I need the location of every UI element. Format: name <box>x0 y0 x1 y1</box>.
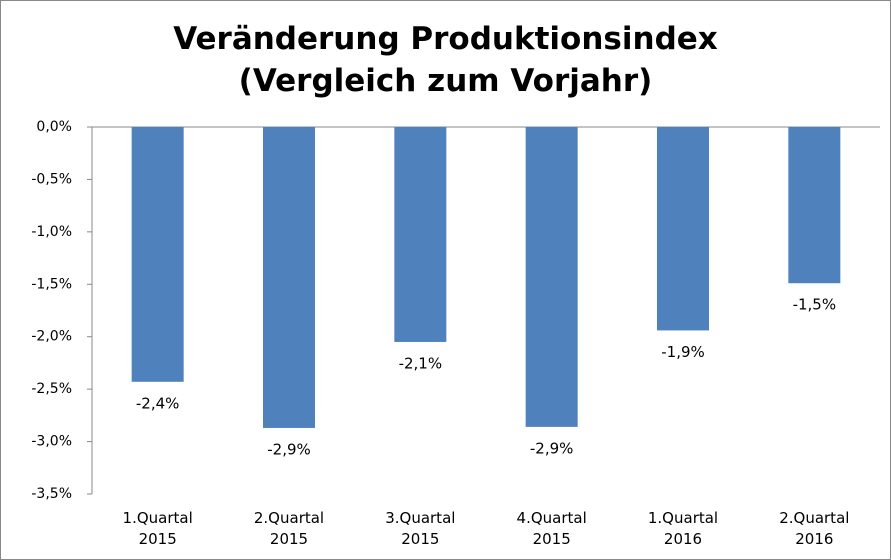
data-label: -2,9% <box>530 439 574 457</box>
x-tick-label: 3.Quartal 2015 <box>385 509 456 548</box>
data-label: -1,5% <box>793 296 837 314</box>
bar <box>657 127 709 331</box>
y-tick-label: -1,5% <box>31 276 72 292</box>
chart-title: Veränderung Produktionsindex (Vergleich … <box>173 21 718 99</box>
data-label: -2,9% <box>267 440 311 458</box>
data-label: -2,1% <box>399 354 443 372</box>
y-tick-label: 0,0% <box>36 119 72 135</box>
y-tick-label: -3,5% <box>31 486 72 502</box>
y-tick-label: -3,0% <box>31 434 72 450</box>
data-label: -2,4% <box>136 394 180 412</box>
x-tick-label: 1.Quartal 2015 <box>122 509 193 548</box>
y-tick-label: -2,5% <box>31 381 72 397</box>
bar <box>131 127 184 382</box>
bar <box>788 127 841 284</box>
y-tick-label: -0,5% <box>31 171 72 187</box>
bar <box>394 127 447 342</box>
y-tick-label: -2,0% <box>31 329 72 345</box>
x-tick-label: 2.Quartal 2016 <box>779 509 850 548</box>
bar <box>263 127 315 428</box>
data-label: -1,9% <box>661 343 705 361</box>
y-tick-label: -1,0% <box>31 224 72 240</box>
x-tick-label: 1.Quartal 2016 <box>647 509 719 548</box>
x-tick-label: 2.Quartal 2015 <box>253 509 325 548</box>
x-tick-label: 4.Quartal 2015 <box>516 509 587 548</box>
bar <box>525 127 578 427</box>
